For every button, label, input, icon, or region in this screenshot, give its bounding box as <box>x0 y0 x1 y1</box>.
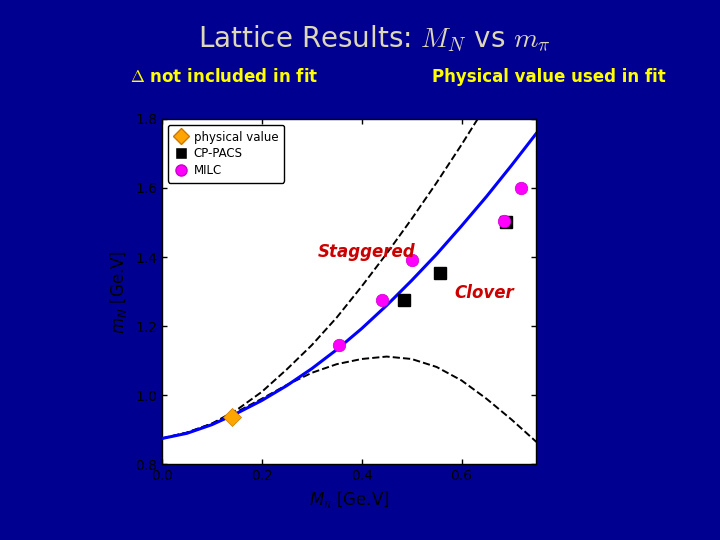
Text: Clover: Clover <box>454 285 514 302</box>
Text: Staggered: Staggered <box>318 243 415 261</box>
Text: Lattice Results: $M_N$ vs $m_\pi$: Lattice Results: $M_N$ vs $m_\pi$ <box>198 24 551 55</box>
X-axis label: $M_\pi$ [Ge.V]: $M_\pi$ [Ge.V] <box>309 489 390 510</box>
Y-axis label: $m_N$ [Ge.V]: $m_N$ [Ge.V] <box>109 249 130 334</box>
Text: $\Delta$ not included in fit: $\Delta$ not included in fit <box>130 68 318 85</box>
Legend: physical value, CP-PACS, MILC: physical value, CP-PACS, MILC <box>168 125 284 183</box>
Text: Physical value used in fit: Physical value used in fit <box>432 68 666 85</box>
